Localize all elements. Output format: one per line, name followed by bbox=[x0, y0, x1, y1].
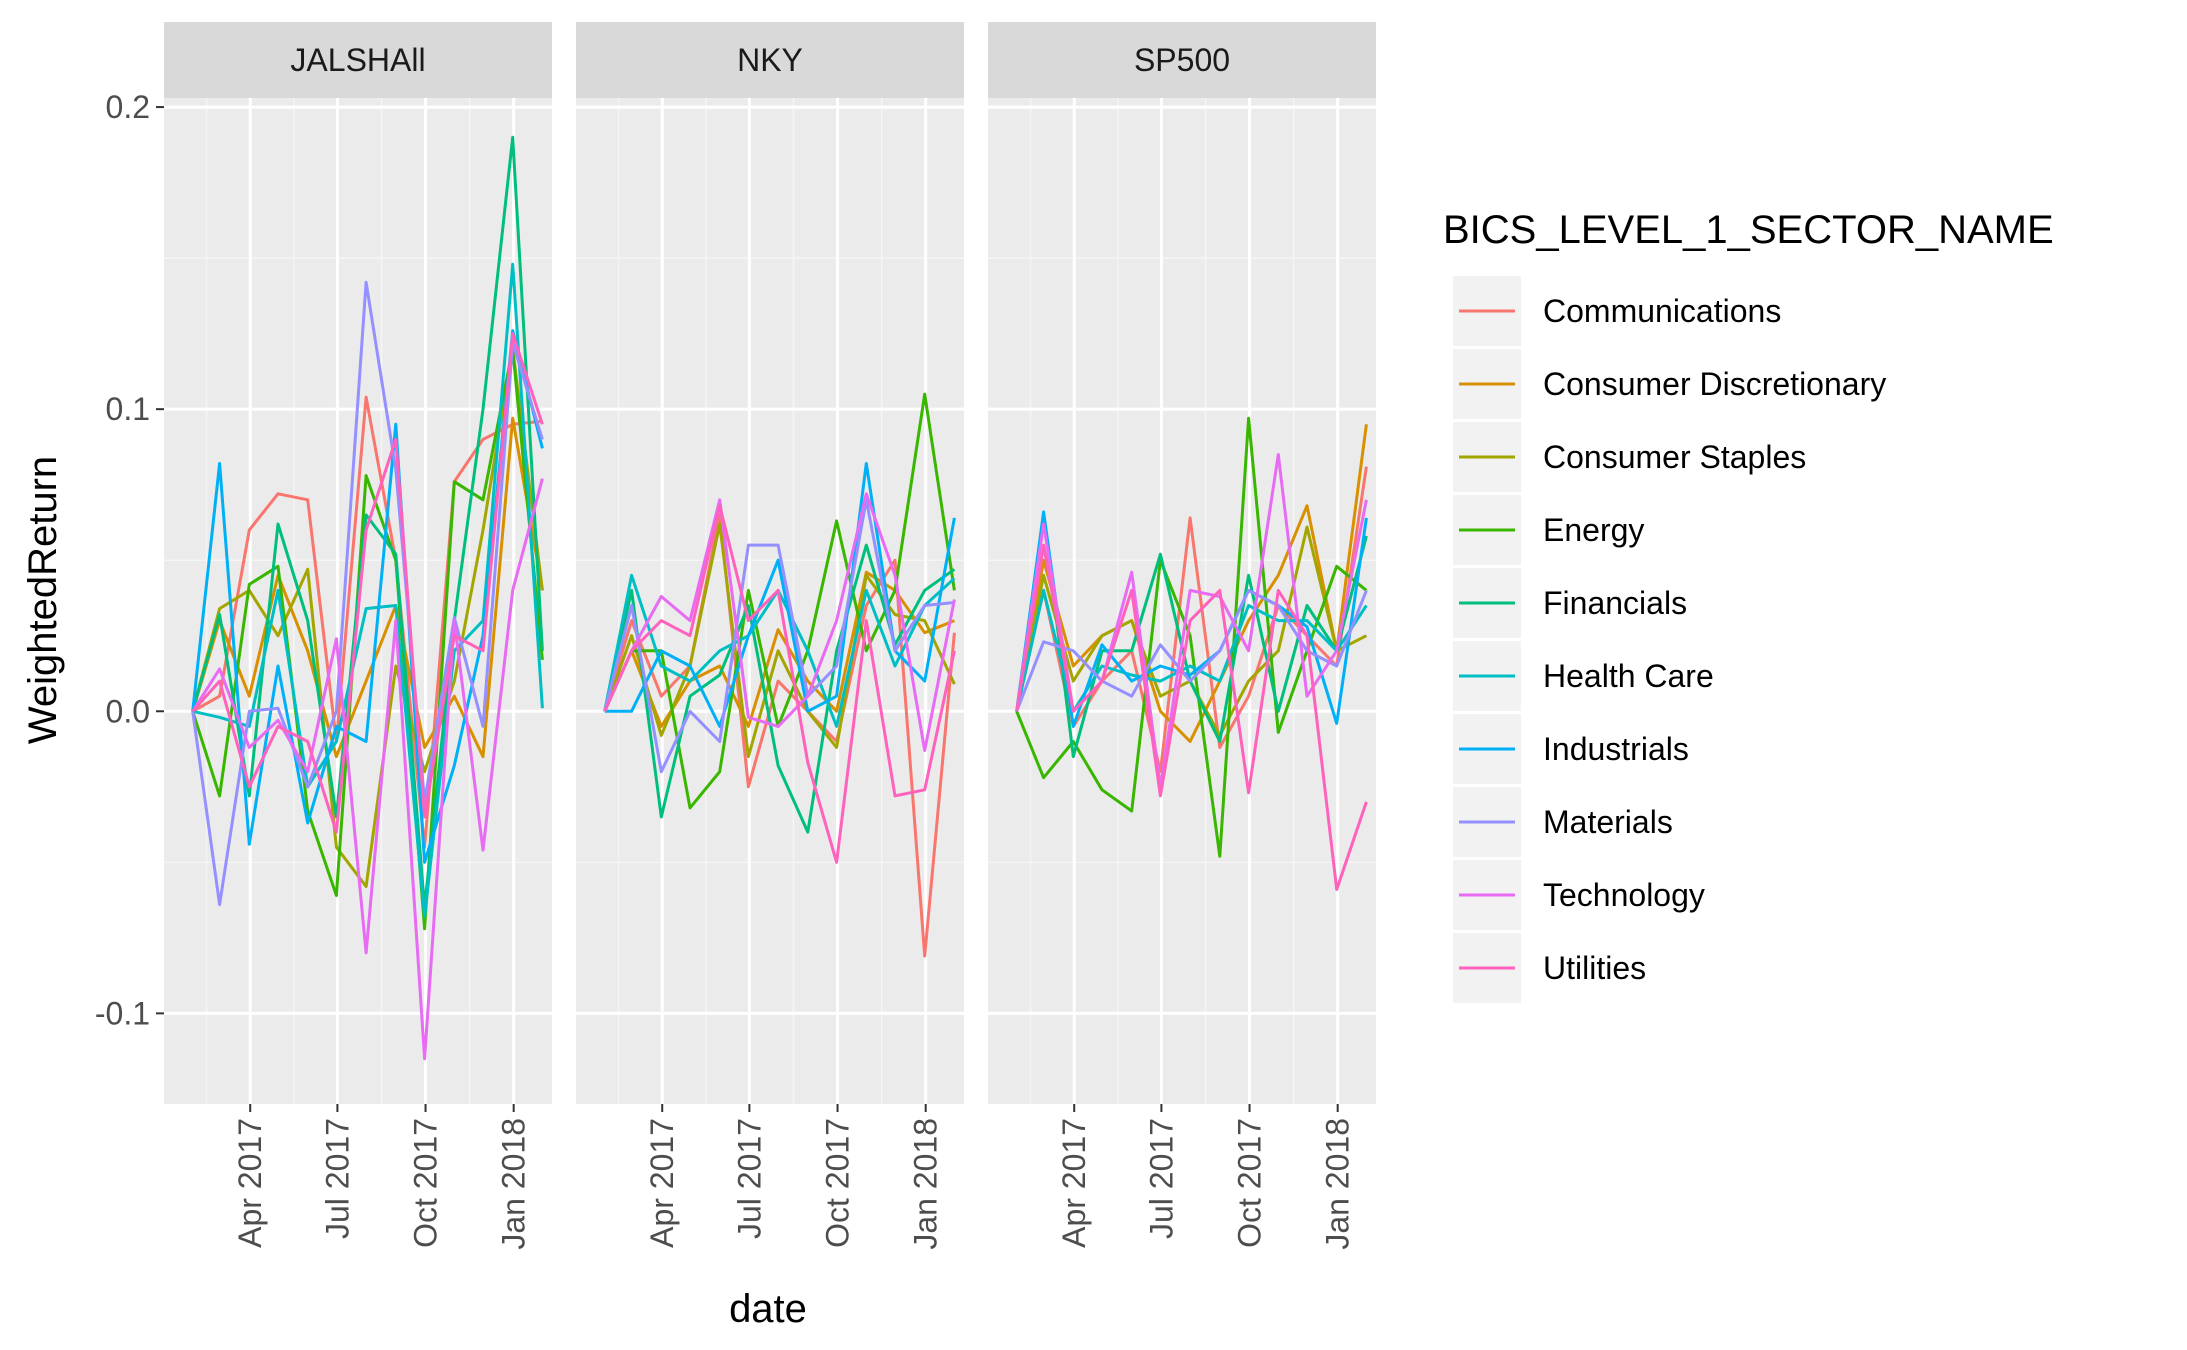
legend-item-energy: Energy bbox=[1453, 495, 1644, 565]
series-line-communications bbox=[603, 513, 956, 958]
facet-strip bbox=[576, 22, 964, 98]
legend-label: Financials bbox=[1543, 585, 1687, 621]
legend: BICS_LEVEL_1_SECTOR_NAME CommunicationsC… bbox=[1443, 208, 2054, 1003]
legend-label: Consumer Staples bbox=[1543, 439, 1806, 475]
facet-panel-nky: NKY Apr 2017 Jul 2017 Oct 2017 Jan 2018 bbox=[576, 22, 964, 1250]
facet-panels: JALSHAll Apr 2017 Jul 2017 Oct 2017 Jan 2018… bbox=[164, 22, 1376, 1250]
x-tick-label: Jan 2018 bbox=[908, 1118, 944, 1250]
legend-label: Materials bbox=[1543, 804, 1673, 840]
y-tick-label: 0.0 bbox=[106, 693, 150, 729]
series-lines bbox=[603, 392, 956, 958]
legend-label: Industrials bbox=[1543, 731, 1689, 767]
series-line-consumer-discretionary bbox=[191, 416, 544, 759]
facet-strip-label: JALSHAll bbox=[290, 42, 425, 78]
series-line-consumer-staples bbox=[603, 522, 956, 759]
series-line-materials bbox=[1015, 588, 1368, 712]
series-line-materials bbox=[191, 280, 544, 907]
series-line-financials bbox=[191, 135, 544, 910]
facet-strip bbox=[164, 22, 552, 98]
legend-title: BICS_LEVEL_1_SECTOR_NAME bbox=[1443, 208, 2054, 252]
series-line-utilities bbox=[603, 504, 956, 864]
legend-item-technology: Technology bbox=[1453, 860, 1705, 930]
legend-item-industrials: Industrials bbox=[1453, 714, 1689, 784]
legend-label: Energy bbox=[1543, 512, 1644, 548]
legend-label: Consumer Discretionary bbox=[1543, 366, 1886, 402]
series-line-consumer-discretionary bbox=[1015, 424, 1368, 743]
x-tick-label: Jan 2018 bbox=[1320, 1118, 1356, 1250]
legend-label: Technology bbox=[1543, 877, 1705, 913]
series-line-technology bbox=[603, 492, 956, 752]
y-axis-title: WeightedReturn bbox=[21, 456, 65, 744]
series-lines bbox=[1015, 416, 1368, 891]
x-tick-label: Oct 2017 bbox=[408, 1118, 444, 1248]
legend-label: Communications bbox=[1543, 293, 1781, 329]
x-tick-label: Jul 2017 bbox=[319, 1118, 355, 1239]
y-tick-label: 0.1 bbox=[106, 391, 150, 427]
legend-item-communications: Communications bbox=[1453, 276, 1781, 346]
legend-item-utilities: Utilities bbox=[1453, 933, 1646, 1003]
legend-label: Utilities bbox=[1543, 950, 1646, 986]
facet-panel-sp500: SP500 Apr 2017 Jul 2017 Oct 2017 Jan 2018 bbox=[988, 22, 1376, 1250]
x-tick-label: Jul 2017 bbox=[731, 1118, 767, 1239]
legend-label: Health Care bbox=[1543, 658, 1714, 694]
x-tick-label: Apr 2017 bbox=[644, 1118, 680, 1248]
x-tick-label: Jul 2017 bbox=[1143, 1118, 1179, 1239]
facet-strip bbox=[988, 22, 1376, 98]
y-tick-label: -0.1 bbox=[95, 995, 150, 1031]
x-tick-label: Apr 2017 bbox=[1056, 1118, 1092, 1248]
series-line-industrials bbox=[1015, 510, 1368, 728]
series-line-utilities bbox=[191, 332, 544, 834]
y-axis: -0.1 0.0 0.1 0.2 bbox=[95, 89, 164, 1031]
x-tick-label: Jan 2018 bbox=[496, 1118, 532, 1250]
legend-items: Communications Consumer Discretionary Cons… bbox=[1453, 276, 1886, 1003]
x-tick-label: Oct 2017 bbox=[1232, 1118, 1268, 1248]
series-lines bbox=[191, 135, 544, 1061]
series-line-materials bbox=[603, 498, 955, 774]
x-tick-label: Apr 2017 bbox=[232, 1118, 268, 1248]
legend-item-consumer-staples: Consumer Staples bbox=[1453, 422, 1806, 492]
x-axis-title: date bbox=[729, 1287, 807, 1331]
series-line-utilities bbox=[1015, 543, 1368, 891]
legend-item-materials: Materials bbox=[1453, 787, 1673, 857]
series-line-technology bbox=[191, 478, 544, 1061]
series-line-energy bbox=[191, 347, 544, 931]
legend-item-health-care: Health Care bbox=[1453, 641, 1714, 711]
facet-strip-label: SP500 bbox=[1134, 42, 1230, 78]
facet-panel-jalshall: JALSHAll Apr 2017 Jul 2017 Oct 2017 Jan 2018 bbox=[164, 22, 552, 1250]
series-line-communications bbox=[191, 395, 543, 849]
legend-item-consumer-discretionary: Consumer Discretionary bbox=[1453, 349, 1886, 419]
y-tick-label: 0.2 bbox=[106, 89, 150, 125]
facet-strip-label: NKY bbox=[737, 42, 803, 78]
legend-item-financials: Financials bbox=[1453, 568, 1687, 638]
x-tick-label: Oct 2017 bbox=[820, 1118, 856, 1248]
